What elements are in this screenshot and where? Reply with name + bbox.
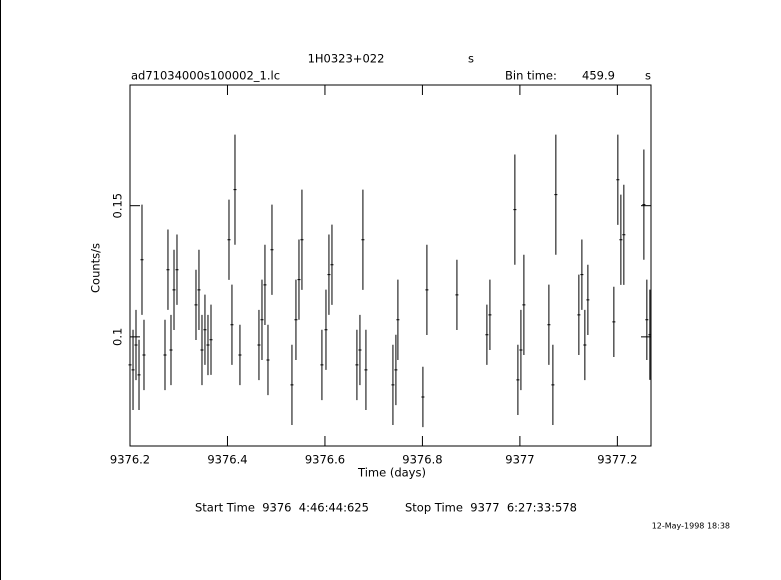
x-tick-label: 9376.6 bbox=[305, 453, 345, 467]
error-bar-point bbox=[327, 234, 331, 315]
error-bar-point bbox=[166, 229, 170, 310]
error-bar-point bbox=[455, 259, 459, 331]
chart-title: 1H0323+022 bbox=[308, 52, 385, 66]
error-bar-point bbox=[260, 279, 264, 360]
error-bar-point bbox=[203, 294, 207, 365]
title-unit: s bbox=[468, 52, 474, 66]
error-bar-point bbox=[355, 329, 359, 401]
error-bar-point bbox=[580, 239, 584, 310]
error-bar-point bbox=[324, 289, 328, 370]
bin-time: 459.9 bbox=[582, 69, 615, 83]
plot-frame bbox=[129, 84, 652, 447]
error-bar-point bbox=[290, 344, 294, 426]
error-bar-point bbox=[142, 319, 146, 391]
error-bar-point bbox=[396, 279, 400, 360]
error-bar-point bbox=[209, 304, 213, 375]
error-bar-point bbox=[577, 274, 581, 355]
error-bar-point bbox=[516, 344, 520, 416]
error-bar-point bbox=[551, 344, 555, 426]
error-bar-point bbox=[128, 319, 132, 411]
error-bar-point bbox=[175, 234, 179, 305]
error-bar-point bbox=[137, 339, 141, 411]
x-tick-label: 9377 bbox=[505, 453, 534, 467]
x-tick-label: 9377.2 bbox=[597, 453, 637, 467]
error-bar-point bbox=[612, 286, 616, 358]
x-axis-label: Time (days) bbox=[357, 466, 426, 480]
error-bar-point bbox=[616, 134, 620, 225]
error-bar-point bbox=[140, 204, 144, 315]
error-bar-point bbox=[266, 324, 270, 396]
error-bar-point bbox=[586, 264, 590, 336]
error-bar-point bbox=[421, 366, 425, 428]
y-tick-label: 0.1 bbox=[111, 328, 125, 346]
y-axis-label: Counts/s bbox=[89, 243, 103, 293]
error-bar-point bbox=[320, 329, 324, 401]
error-bar-point bbox=[522, 254, 526, 355]
date-stamp: 12-May-1998 18:38 bbox=[652, 522, 730, 531]
error-bar-point bbox=[330, 224, 334, 305]
error-bar-point bbox=[263, 244, 267, 326]
error-bar-point bbox=[169, 314, 173, 386]
error-bar-point bbox=[131, 329, 135, 411]
y-tick-label: 0.15 bbox=[111, 193, 125, 219]
error-bar-point bbox=[513, 154, 517, 265]
error-bar-point bbox=[197, 249, 201, 331]
error-bar-point bbox=[300, 189, 304, 290]
error-bar-point bbox=[619, 194, 623, 285]
x-tick-label: 9376.8 bbox=[402, 453, 442, 467]
error-bar-point bbox=[485, 304, 489, 365]
error-bar-point bbox=[172, 249, 176, 331]
error-bar-point bbox=[230, 284, 234, 365]
error-bar-point bbox=[648, 289, 652, 380]
error-bar-point bbox=[554, 134, 558, 255]
stop-time: Stop Time 9377 6:27:33:578 bbox=[405, 501, 577, 515]
bin-time-label: Bin time: bbox=[505, 69, 557, 83]
error-bar-point bbox=[425, 244, 429, 336]
error-bar-point bbox=[233, 134, 237, 245]
error-bar-point bbox=[194, 269, 198, 341]
error-bar-point bbox=[163, 319, 167, 391]
error-bar-point bbox=[519, 309, 523, 391]
error-bar-point bbox=[297, 239, 301, 320]
error-bar-point bbox=[257, 309, 261, 381]
error-bar-point bbox=[361, 189, 365, 290]
error-bar-point bbox=[200, 314, 204, 386]
error-bar-point bbox=[622, 184, 626, 285]
error-bar-point bbox=[227, 199, 231, 280]
error-bar-point bbox=[642, 149, 646, 260]
error-bar-point bbox=[294, 279, 298, 360]
error-bar-point bbox=[547, 284, 551, 365]
start-time: Start Time 9376 4:46:44:625 bbox=[195, 501, 369, 515]
error-bar-point bbox=[394, 334, 398, 406]
x-tick-label: 9376.4 bbox=[207, 453, 247, 467]
bin-time-unit: s bbox=[645, 69, 651, 83]
error-bar-point bbox=[134, 309, 138, 381]
error-bar-point bbox=[391, 344, 395, 426]
error-bar-point bbox=[270, 204, 274, 295]
error-bar-point bbox=[645, 279, 649, 360]
error-bar-point bbox=[488, 279, 492, 350]
x-tick-label: 9376.2 bbox=[110, 453, 150, 467]
error-bar-point bbox=[238, 324, 242, 386]
error-bar-point bbox=[358, 314, 362, 386]
error-bar-point bbox=[583, 309, 587, 381]
file-name: ad71034000s100002_1.lc bbox=[131, 69, 280, 83]
error-bar-point bbox=[206, 314, 210, 376]
error-bar-point bbox=[364, 329, 368, 411]
